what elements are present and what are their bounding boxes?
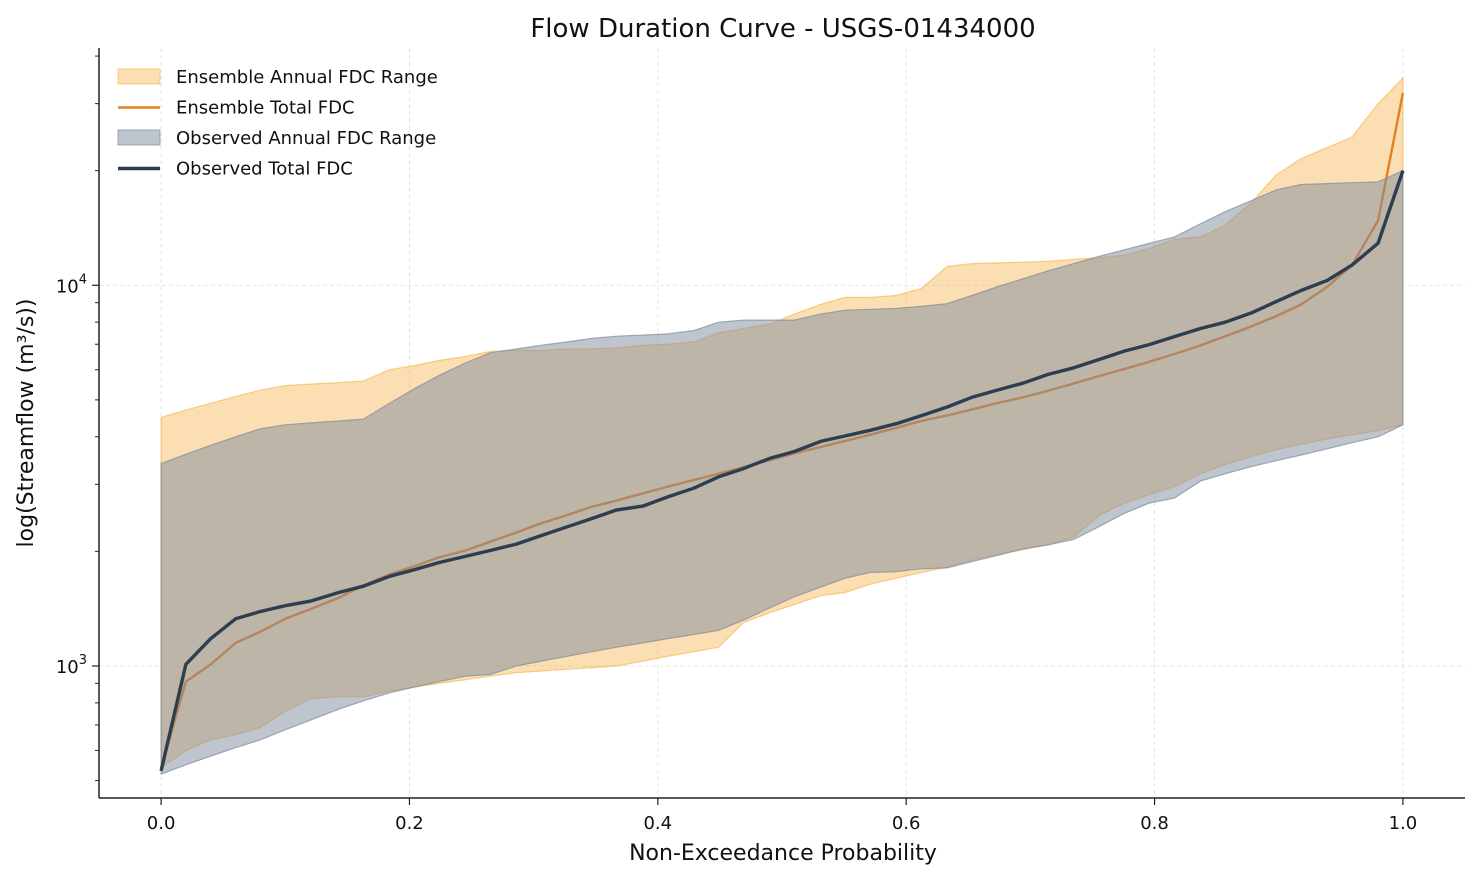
legend-swatch [117,129,161,146]
legend-label: Observed Total FDC [176,159,353,180]
x-tick-label: 0.8 [1140,813,1169,834]
x-tick-label: 1.0 [1389,813,1418,834]
axes [98,48,1465,799]
band-observed-annual-fdc-range [160,169,1404,775]
legend-entry: Ensemble Annual FDC Range [117,67,438,88]
legend-entry: Observed Annual FDC Range [117,128,436,149]
legend-swatch [117,68,161,85]
y-tick-label: 104 [56,272,87,297]
legend-label: Ensemble Annual FDC Range [176,67,438,88]
series-layer [159,76,1405,775]
legend: Ensemble Annual FDC Range Ensemble Total … [117,67,438,180]
chart-title: Flow Duration Curve - USGS-01434000 [530,14,1035,44]
x-tick-label: 0.2 [395,813,424,834]
legend-entry: Ensemble Total FDC [118,98,355,119]
legend-label: Ensemble Total FDC [176,98,355,119]
y-axis-label: log(Streamflow (m³/s)) [14,299,39,548]
y-tick-label: 103 [56,653,87,678]
x-tick-label: 0.0 [147,813,176,834]
legend-entry: Observed Total FDC [118,159,353,180]
ticks: 0.0 0.2 0.4 0.6 0.8 1.0 103 104 [56,55,1418,834]
legend-label: Observed Annual FDC Range [176,128,436,149]
x-axis-label: Non-Exceedance Probability [629,841,937,866]
x-tick-label: 0.6 [892,813,921,834]
x-tick-label: 0.4 [643,813,672,834]
line-observed-total-fdc [159,170,1405,772]
